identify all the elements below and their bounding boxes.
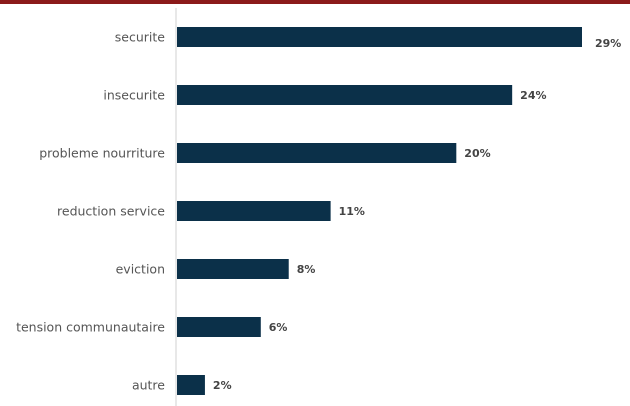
- value-label: 6%: [269, 321, 288, 334]
- bar: [177, 259, 289, 279]
- category-label: reduction service: [57, 204, 165, 219]
- value-label: 11%: [339, 205, 365, 218]
- category-label: tension communautaire: [16, 320, 165, 335]
- bar: [177, 201, 331, 221]
- category-label: insecurite: [103, 88, 165, 103]
- value-label: 20%: [464, 147, 490, 160]
- bar-group: securite 29% insecurite 24% probleme nourrit…: [16, 27, 621, 395]
- category-label: autre: [132, 378, 165, 393]
- bar: [177, 317, 261, 337]
- category-label: eviction: [116, 262, 165, 277]
- top-accent-rule: [0, 0, 630, 4]
- value-label: 29%: [595, 37, 621, 50]
- category-label: probleme nourriture: [39, 146, 165, 161]
- category-label: securite: [115, 30, 166, 45]
- value-label: 24%: [520, 89, 546, 102]
- value-label: 2%: [213, 379, 232, 392]
- bar: [177, 375, 205, 395]
- bar: [177, 143, 457, 163]
- bar: [177, 27, 582, 47]
- value-label: 8%: [297, 263, 316, 276]
- bar: [177, 85, 513, 105]
